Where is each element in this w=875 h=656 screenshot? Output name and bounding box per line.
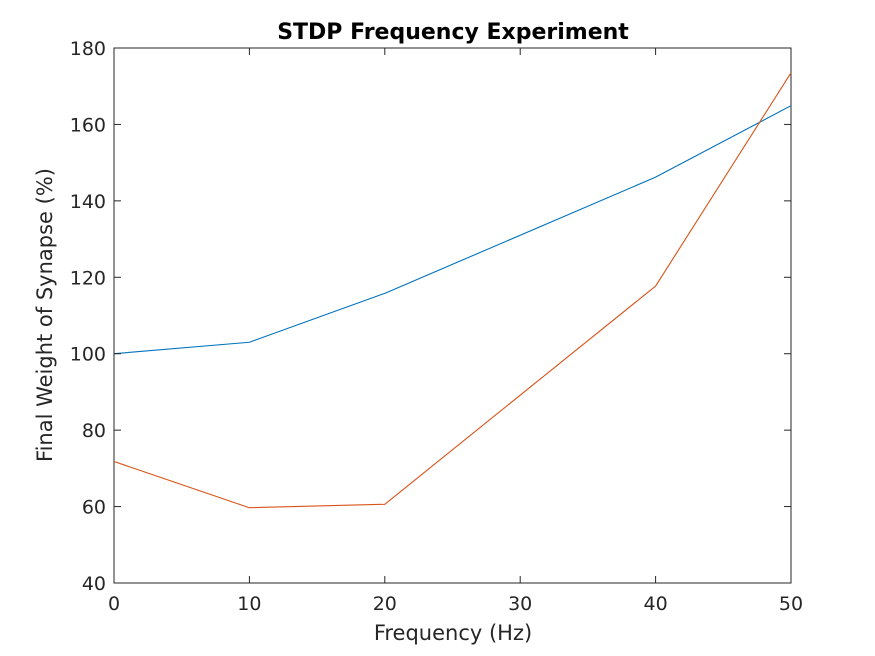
y-tick-label: 60 — [82, 497, 106, 519]
y-tick-label: 180 — [70, 38, 106, 60]
x-tick-label: 50 — [779, 593, 803, 615]
plot-area — [113, 47, 792, 584]
y-axis-ticks: 40 60 80 100 120 140 160 180 — [70, 38, 791, 595]
series-line-2 — [113, 72, 792, 509]
y-tick-label: 140 — [70, 191, 106, 213]
x-tick-label: 40 — [644, 593, 668, 615]
x-axis-label: Frequency (Hz) — [374, 621, 532, 645]
x-tick-label: 20 — [373, 593, 397, 615]
x-tick-label: 0 — [108, 593, 120, 615]
y-tick-label: 100 — [70, 344, 106, 366]
y-tick-label: 160 — [70, 114, 106, 136]
series-layer — [113, 72, 792, 509]
y-tick-label: 40 — [82, 573, 106, 595]
y-axis-label: Final Weight of Synapse (%) — [33, 168, 57, 462]
y-tick-label: 80 — [82, 420, 106, 442]
y-tick-label: 120 — [70, 267, 106, 289]
x-axis-ticks: 0 10 20 30 40 50 — [108, 48, 803, 615]
x-tick-label: 10 — [237, 593, 261, 615]
series-line-1 — [113, 105, 792, 355]
chart-title: STDP Frequency Experiment — [277, 20, 629, 45]
x-tick-label: 30 — [508, 593, 532, 615]
